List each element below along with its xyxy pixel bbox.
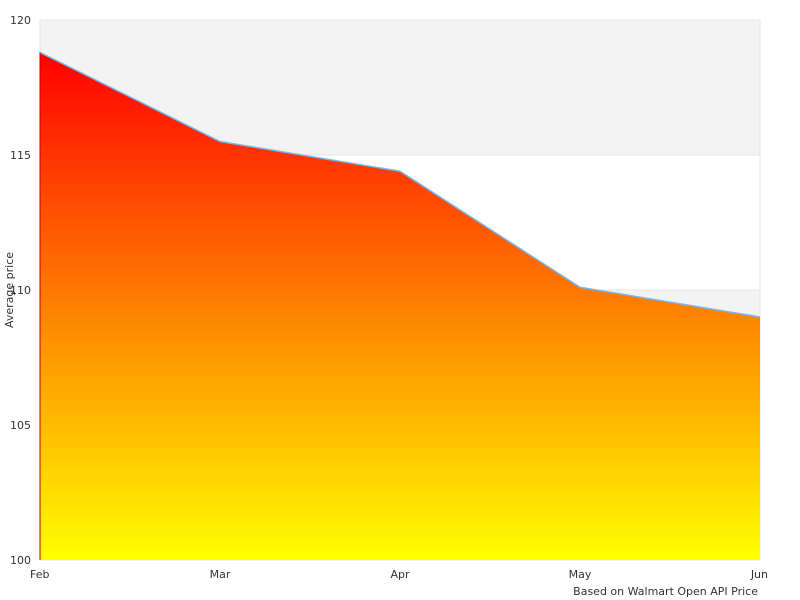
x-tick-label-may: May xyxy=(569,568,592,581)
series-area xyxy=(39,51,761,561)
y-tick-label: 100 xyxy=(10,554,31,567)
y-axis-title: Average price xyxy=(3,252,16,328)
y-tick-label: 115 xyxy=(10,149,31,162)
x-tick-label-mar: Mar xyxy=(210,568,231,581)
x-axis-ticks: Feb Mar Apr May Jun xyxy=(30,568,768,581)
y-tick-label: 105 xyxy=(10,419,31,432)
y-axis-ticks: 100 105 110 115 120 xyxy=(10,14,31,567)
x-tick-label-feb: Feb xyxy=(30,568,49,581)
y-tick-label: 110 xyxy=(10,284,31,297)
area-fill[interactable] xyxy=(40,52,760,561)
x-tick-label-jun: Jun xyxy=(750,568,768,581)
y-tick-label: 120 xyxy=(10,14,31,27)
chart-credit[interactable]: Based on Walmart Open API Price xyxy=(573,585,758,598)
x-tick-label-apr: Apr xyxy=(390,568,410,581)
series-line xyxy=(39,51,761,318)
